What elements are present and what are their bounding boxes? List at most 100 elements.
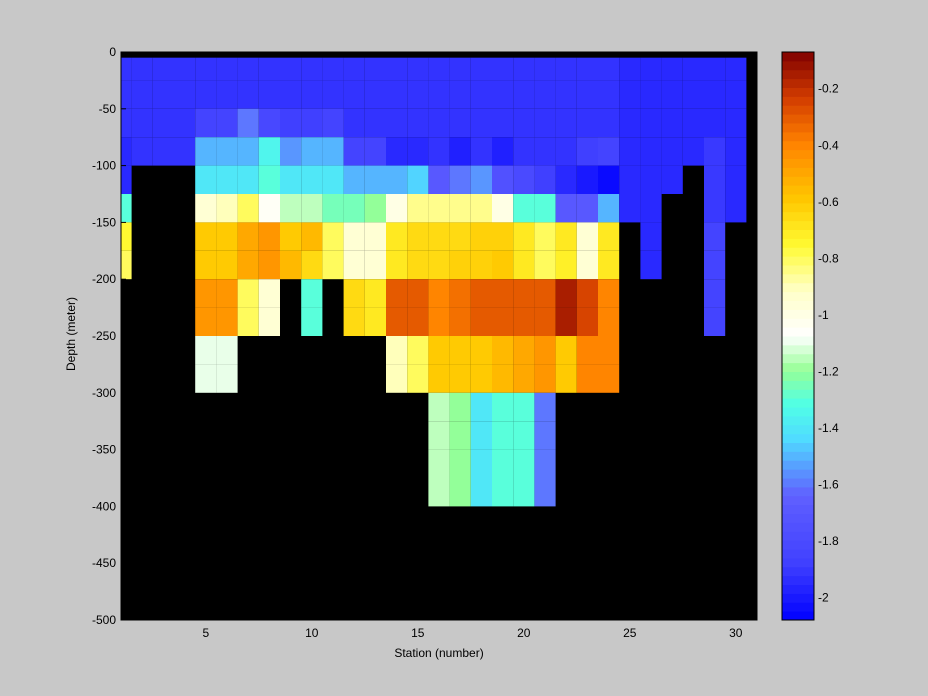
colorbar-band: [782, 513, 814, 523]
colorbar-band: [782, 105, 814, 115]
y-axis-label: Depth (meter): [64, 297, 78, 371]
heatmap-cell: [576, 279, 598, 308]
heatmap-cell: [449, 250, 471, 280]
heatmap-cell: [386, 108, 408, 138]
heatmap-cell: [661, 108, 683, 138]
heatmap-cell: [492, 392, 514, 422]
colorbar-band: [782, 60, 814, 71]
heatmap-cell: [301, 137, 323, 166]
colorbar-band: [782, 362, 814, 372]
heatmap-cell: [216, 250, 238, 280]
colorbar-band: [782, 602, 814, 612]
heatmap-cell: [704, 250, 726, 280]
heatmap-cell: [449, 307, 471, 336]
colorbar-tick-label: -0.8: [818, 251, 839, 265]
heatmap-cell: [449, 449, 471, 478]
colorbar-band: [782, 451, 814, 461]
heatmap-cell: [258, 250, 280, 280]
heatmap-cell: [216, 80, 238, 109]
heatmap-cell: [492, 222, 514, 251]
heatmap-cell: [555, 222, 577, 251]
heatmap-cell: [301, 222, 323, 251]
heatmap-cell: [598, 165, 620, 194]
heatmap-cell: [555, 108, 577, 138]
heatmap-cell: [704, 108, 726, 138]
heatmap-cell: [195, 108, 217, 138]
heatmap-cell: [237, 279, 259, 308]
heatmap-cell: [407, 279, 429, 308]
heatmap-cell: [682, 137, 704, 166]
heatmap-cell: [386, 279, 408, 308]
heatmap-cell: [428, 194, 450, 223]
heatmap-cell: [195, 250, 217, 280]
heatmap-cell: [131, 108, 153, 138]
heatmap-cell: [598, 57, 620, 81]
heatmap-cell: [386, 222, 408, 251]
heatmap-cell: [513, 137, 535, 166]
heatmap-cell: [322, 57, 344, 81]
heatmap-cell: [449, 478, 471, 507]
heatmap-cell: [492, 364, 514, 393]
heatmap-cell: [386, 165, 408, 194]
heatmap-cell: [258, 137, 280, 166]
heatmap-cell: [449, 57, 471, 81]
colorbar-band: [782, 52, 814, 62]
heatmap-cell: [131, 57, 153, 81]
heatmap-cell: [661, 137, 683, 166]
colorbar-band: [782, 504, 814, 514]
heatmap-cell: [470, 137, 492, 166]
heatmap-cell: [407, 336, 429, 365]
heatmap-cell: [534, 57, 556, 81]
heatmap-cell: [555, 137, 577, 166]
heatmap-cell: [174, 80, 196, 109]
heatmap-cell: [428, 108, 450, 138]
heatmap-cell: [513, 165, 535, 194]
heatmap-cell: [428, 137, 450, 166]
x-tick-label: 15: [411, 626, 425, 640]
colorbar-band: [782, 211, 814, 222]
heatmap-cell: [131, 80, 153, 109]
heatmap-cell: [513, 57, 535, 81]
heatmap-cell: [258, 165, 280, 194]
colorbar-band: [782, 611, 814, 621]
heatmap-cell: [237, 165, 259, 194]
colorbar-band: [782, 158, 814, 168]
heatmap-cell: [704, 137, 726, 166]
colorbar-band: [782, 336, 814, 346]
colorbar-band: [782, 96, 814, 106]
x-tick-label: 20: [517, 626, 531, 640]
heatmap-cell: [513, 364, 535, 393]
colorbar-band: [782, 575, 814, 585]
heatmap-cell: [407, 222, 429, 251]
colorbar-band: [782, 495, 814, 506]
x-tick-label: 30: [729, 626, 743, 640]
heatmap-cell: [428, 279, 450, 308]
heatmap-cell: [576, 80, 598, 109]
heatmap-cell: [152, 57, 174, 81]
heatmap-cell: [449, 336, 471, 365]
colorbar-frame: [781, 51, 815, 621]
heatmap-cell: [534, 194, 556, 223]
heatmap-cell: [386, 250, 408, 280]
heatmap-cell: [195, 194, 217, 223]
heatmap-cell: [280, 194, 302, 223]
heatmap-cell: [492, 108, 514, 138]
heatmap-cell: [428, 222, 450, 251]
colorbar-tick-label: -2: [818, 590, 829, 604]
heatmap-cell: [492, 421, 514, 450]
heatmap-cell: [386, 80, 408, 109]
heatmap-cell: [322, 222, 344, 251]
heatmap-cell: [576, 307, 598, 336]
heatmap-cell: [258, 307, 280, 336]
heatmap-cell: [640, 165, 662, 194]
heatmap-cell: [513, 222, 535, 251]
y-tick-label: -500: [92, 613, 116, 627]
colorbar: -0.2 -0.4 -0.6 -0.8 -1 -1.2 -1.4 -1.6 -1.8 -2: [781, 51, 839, 621]
y-tick-label: -400: [92, 499, 116, 513]
heatmap-cell: [598, 307, 620, 336]
heatmap-cell: [513, 392, 535, 422]
heatmap-cell: [343, 108, 365, 138]
heatmap-cell: [343, 57, 365, 81]
colorbar-band: [782, 185, 814, 195]
heatmap-cell: [343, 250, 365, 280]
